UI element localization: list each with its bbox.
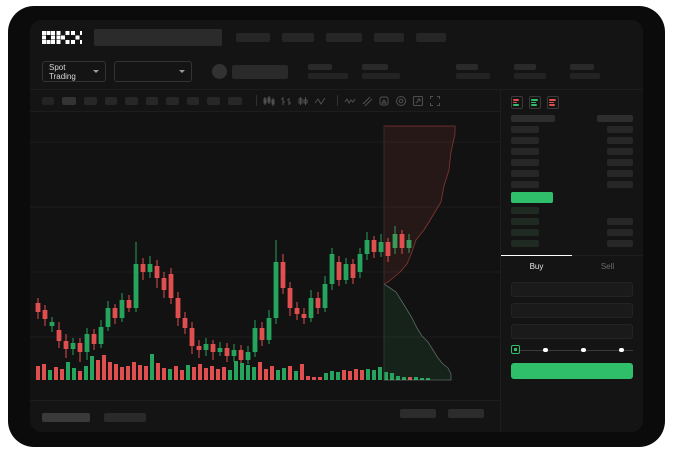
timeframe-1m[interactable]: [42, 96, 54, 105]
price-chart[interactable]: [30, 112, 500, 400]
fullscreen-icon[interactable]: [429, 95, 441, 107]
camera-snapshot-icon[interactable]: [395, 95, 407, 107]
amount-percent-slider[interactable]: [511, 345, 633, 355]
pair-selector[interactable]: [114, 61, 192, 82]
search-input[interactable]: [94, 28, 222, 46]
pair-name-placeholder: [232, 64, 288, 79]
bottom-action-2[interactable]: [448, 409, 484, 418]
orderbook-view-toggles: [501, 90, 643, 113]
orderbook-trade-panel: Buy Sell: [500, 90, 643, 432]
orderbook-both-icon[interactable]: [511, 96, 523, 109]
nav-item-2[interactable]: [282, 32, 314, 42]
orderbook-bid-row[interactable]: [511, 218, 633, 225]
okx-logo-icon[interactable]: [42, 30, 82, 44]
buy-sell-tabs: Buy Sell: [501, 255, 643, 276]
nav-item-5[interactable]: [416, 32, 446, 42]
chart-gridlines: [30, 141, 500, 338]
tab-sell[interactable]: Sell: [600, 262, 615, 271]
hollow-candle-icon[interactable]: [297, 95, 309, 107]
candlestick-chart-icon[interactable]: [263, 95, 275, 107]
candlestick-chart-svg: [30, 125, 500, 381]
orderbook-ask-row[interactable]: [511, 126, 633, 133]
slider-handle[interactable]: [511, 345, 520, 354]
tablet-device-frame: Spot Trading: [8, 6, 665, 447]
chart-settings-icon[interactable]: [412, 95, 424, 107]
stat-high: [456, 64, 490, 79]
nav-item-1[interactable]: [236, 32, 270, 42]
place-buy-order-button[interactable]: [511, 363, 633, 379]
orderbook-bids-icon[interactable]: [529, 96, 541, 109]
slider-stop-25[interactable]: [543, 347, 548, 352]
stat-price: [308, 64, 348, 79]
top-navigation-bar: [30, 20, 643, 54]
chart-toolbar: [30, 90, 643, 112]
nav-item-3[interactable]: [326, 32, 362, 42]
bar-chart-icon[interactable]: [280, 95, 292, 107]
toolbar-divider: [256, 95, 257, 106]
timeframe-2h[interactable]: [146, 96, 158, 105]
slider-stop-50[interactable]: [581, 347, 586, 352]
app-screen: Spot Trading: [30, 20, 643, 432]
stat-change: [362, 64, 400, 79]
slider-stop-75[interactable]: [619, 347, 624, 352]
order-price-field[interactable]: [511, 282, 633, 297]
orders-panel-tabs: [30, 400, 500, 432]
tab-open-orders[interactable]: [42, 409, 90, 432]
orderbook-bid-row[interactable]: [511, 229, 633, 236]
slider-track: [515, 349, 633, 351]
orderbook-ask-row[interactable]: [511, 137, 633, 144]
timeframe-15m[interactable]: [84, 96, 97, 105]
timeframe-1d[interactable]: [207, 96, 220, 105]
nav-item-4[interactable]: [374, 32, 404, 42]
orderbook-ask-row[interactable]: [511, 181, 633, 188]
drawing-pencil-icon[interactable]: [378, 95, 390, 107]
timeframe-1h[interactable]: [125, 96, 138, 105]
orderbook-header-row: [511, 115, 633, 122]
tab-order-history[interactable]: [104, 409, 146, 427]
orderbook-asks-icon[interactable]: [547, 96, 559, 109]
orderbook-bid-row[interactable]: [511, 240, 633, 247]
timeframe-6h[interactable]: [187, 96, 199, 105]
timeframe-5m[interactable]: [62, 96, 76, 105]
timeframe-4h[interactable]: [166, 96, 179, 105]
line-chart-icon[interactable]: [314, 95, 326, 107]
tab-buy[interactable]: Buy: [501, 255, 572, 276]
orderbook-rows[interactable]: [501, 113, 643, 253]
area-chart-icon[interactable]: [344, 95, 356, 107]
coin-avatar: [212, 64, 227, 79]
chevron-down-icon: [179, 70, 185, 73]
last-price-highlight: [511, 192, 553, 203]
toolbar-divider-2: [337, 95, 338, 106]
stat-volume: [570, 64, 600, 79]
timeframe-30m[interactable]: [105, 96, 117, 105]
indicator-icon[interactable]: [361, 95, 373, 107]
orderbook-ask-row[interactable]: [511, 148, 633, 155]
trading-mode-label: Spot Trading: [49, 62, 76, 81]
order-total-field[interactable]: [511, 324, 633, 339]
order-amount-field[interactable]: [511, 303, 633, 318]
last-price-row: [511, 192, 633, 203]
candlestick-series: [35, 226, 412, 366]
orderbook-ask-row[interactable]: [511, 159, 633, 166]
market-subheader: Spot Trading: [30, 54, 643, 90]
orderbook-ask-row[interactable]: [511, 170, 633, 177]
timeframe-1w[interactable]: [228, 96, 242, 105]
trading-mode-selector[interactable]: Spot Trading: [42, 61, 106, 82]
chevron-down-icon: [93, 70, 99, 73]
orderbook-bid-row[interactable]: [511, 207, 633, 214]
bottom-action-1[interactable]: [400, 409, 436, 418]
okx-logo-svg: [42, 30, 82, 44]
stat-low: [514, 64, 546, 79]
orderbook-depth-overlay: [383, 125, 456, 381]
volume-series: [36, 354, 430, 380]
order-form-fields: [501, 276, 643, 339]
